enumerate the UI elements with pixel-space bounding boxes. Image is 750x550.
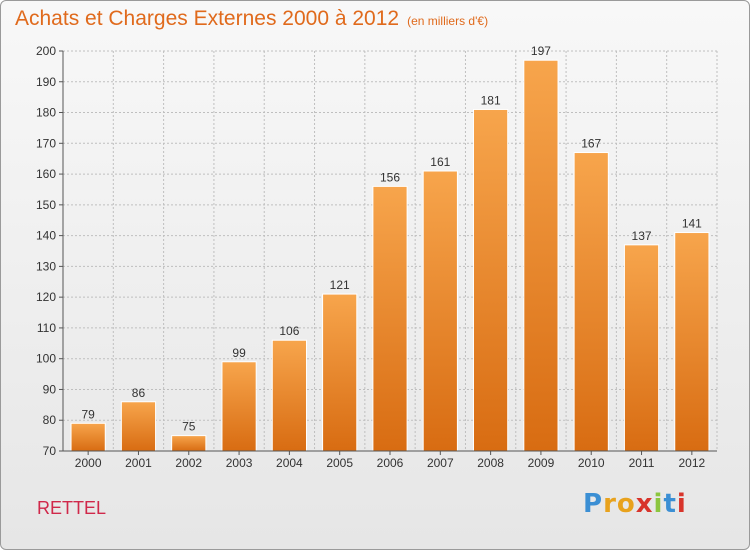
- y-tick-label: 190: [36, 75, 56, 89]
- y-tick-label: 160: [36, 167, 56, 181]
- chart-title: Achats et Charges Externes 2000 à 2012 (e…: [15, 7, 488, 31]
- bar-2010: [573, 152, 609, 452]
- bar-2002: [171, 435, 207, 452]
- y-tick-label: 150: [36, 198, 56, 212]
- bar-2000: [70, 422, 106, 452]
- x-tick-label: 2004: [276, 456, 303, 470]
- logo-letter: r: [603, 489, 617, 519]
- y-tick-label: 70: [43, 444, 57, 458]
- logo-letter: o: [616, 489, 636, 519]
- value-label: 197: [531, 44, 551, 58]
- value-label: 86: [132, 386, 146, 400]
- logo-letter: t: [663, 489, 677, 519]
- bar-2012: [674, 232, 710, 452]
- logo-letter: P: [583, 489, 604, 519]
- y-tick-label: 180: [36, 106, 56, 120]
- y-tick-label: 130: [36, 259, 56, 273]
- x-tick-label: 2011: [629, 456, 655, 470]
- bar-2008: [473, 108, 509, 452]
- value-label: 79: [81, 407, 95, 421]
- bar-2003: [221, 361, 257, 452]
- value-label: 137: [632, 229, 652, 243]
- y-tick-label: 100: [36, 352, 56, 366]
- y-tick-label: 170: [36, 136, 56, 150]
- value-label: 75: [182, 420, 196, 434]
- logo-letter: x: [635, 489, 654, 519]
- logo-letter: i: [653, 489, 664, 519]
- chart-title-text: Achats et Charges Externes 2000 à 2012: [15, 7, 400, 30]
- x-tick-label: 2012: [678, 456, 705, 470]
- bar-2006: [372, 185, 408, 452]
- bar-2011: [623, 244, 660, 452]
- value-label: 181: [481, 93, 501, 107]
- bar-2009: [523, 59, 559, 452]
- x-tick-label: 2006: [377, 456, 404, 470]
- commune-name: RETTEL: [37, 498, 107, 518]
- bar-2001: [120, 401, 157, 452]
- bar-2007: [422, 170, 458, 452]
- y-tick-label: 200: [36, 44, 56, 58]
- bar-2004: [271, 339, 307, 452]
- value-label: 156: [380, 170, 400, 184]
- axes: 7080901001101201301401501601701801902002…: [36, 44, 717, 470]
- x-tick-label: 2010: [578, 456, 605, 470]
- logo-letter: i: [676, 489, 687, 519]
- value-label: 99: [232, 346, 246, 360]
- y-tick-label: 90: [43, 382, 57, 396]
- x-tick-label: 2003: [226, 456, 253, 470]
- bar-2005: [322, 293, 358, 452]
- chart-unit: (en milliers d'€): [407, 14, 489, 28]
- value-label: 121: [330, 278, 350, 292]
- x-tick-label: 2008: [477, 456, 504, 470]
- y-tick-label: 110: [37, 321, 56, 335]
- y-tick-label: 140: [36, 229, 56, 243]
- proxiti-logo[interactable]: Proxiti: [583, 489, 687, 519]
- y-tick-label: 120: [36, 290, 56, 304]
- x-tick-label: 2009: [528, 456, 555, 470]
- y-tick-label: 80: [43, 413, 57, 427]
- x-tick-label: 2005: [326, 456, 353, 470]
- x-tick-label: 2000: [75, 456, 102, 470]
- bars: 79 86 75 99 106 121 156 161 181 197 167 137 141: [70, 44, 710, 452]
- x-tick-label: 2001: [125, 456, 152, 470]
- value-label: 141: [682, 217, 702, 231]
- x-tick-label: 2002: [175, 456, 202, 470]
- value-label: 161: [430, 155, 450, 169]
- value-label: 167: [581, 137, 601, 151]
- x-tick-label: 2007: [427, 456, 454, 470]
- value-label: 106: [279, 324, 299, 338]
